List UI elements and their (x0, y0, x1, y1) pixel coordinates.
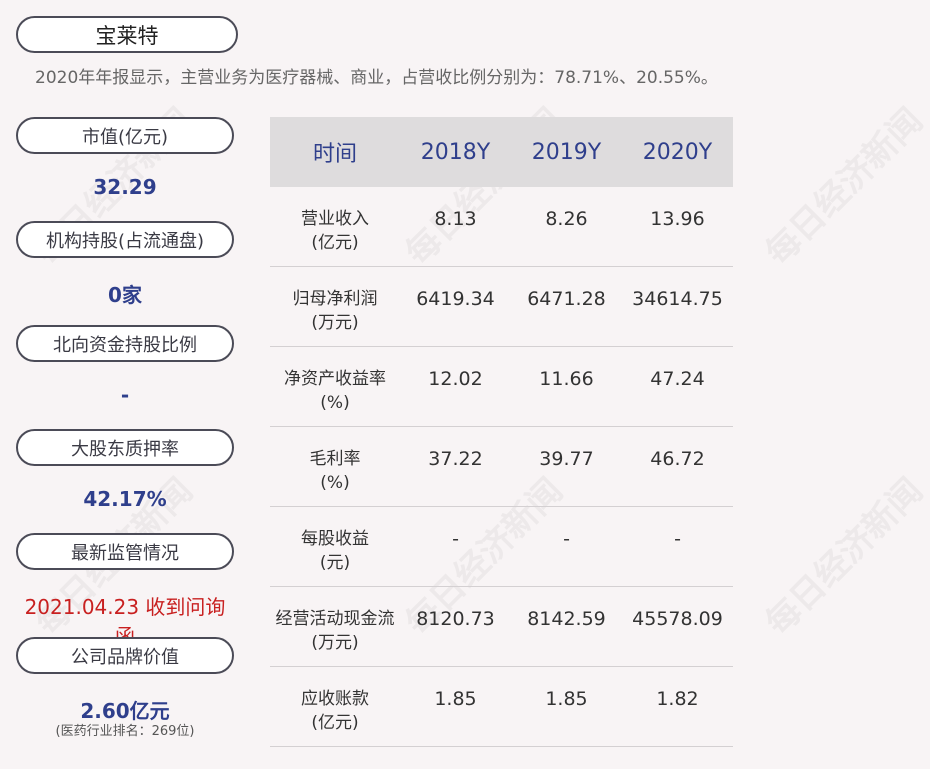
table-row: 应收账款 (亿元) 1.85 1.85 1.82 (270, 667, 733, 747)
table-row: 毛利率 (%) 37.22 39.77 46.72 (270, 427, 733, 507)
table-cell: 11.66 (539, 368, 594, 390)
header-time: 时间 (312, 142, 357, 167)
row-label-unit: (元) (319, 553, 351, 573)
table-cell: 6471.28 (527, 288, 606, 310)
row-label-main: 应收账款 (301, 689, 369, 709)
company-name-badge: 宝莱特 (16, 16, 238, 53)
row-label: 归母净利润 (万元) (270, 267, 400, 335)
row-label: 营业收入 (亿元) (270, 187, 400, 255)
header-year: 2018Y (420, 139, 491, 165)
table-header: 时间 2018Y 2019Y 2020Y (270, 117, 733, 187)
metric-value-northbound: - (120, 383, 130, 407)
row-label-unit: (亿元) (311, 233, 359, 253)
row-label-unit: (万元) (311, 313, 359, 333)
row-label-main: 毛利率 (309, 449, 361, 469)
header-year: 2019Y (531, 139, 602, 165)
row-label-main: 每股收益 (301, 529, 369, 549)
row-label-main: 经营活动现金流 (275, 609, 395, 629)
metric-label-regulation: 最新监管情况 (16, 533, 234, 570)
metric-label-brand-value: 公司品牌价值 (16, 637, 234, 674)
table-cell: 1.85 (434, 688, 477, 710)
table-cell: 47.24 (650, 368, 705, 390)
row-label: 每股收益 (元) (270, 507, 400, 575)
metric-value-pledge-rate: 42.17% (83, 487, 167, 511)
table-cell: 45578.09 (632, 608, 723, 630)
metric-label-pledge-rate: 大股东质押率 (16, 429, 234, 466)
metric-value-brand-value: 2.60亿元 (80, 699, 170, 723)
table-cell: 8142.59 (527, 608, 606, 630)
row-label-unit: (亿元) (311, 713, 359, 733)
row-label-unit: (%) (320, 393, 350, 413)
row-label: 应收账款 (亿元) (270, 667, 400, 735)
table-cell: 1.85 (545, 688, 588, 710)
table-row: 经营活动现金流 (万元) 8120.73 8142.59 45578.09 (270, 587, 733, 667)
watermark-text: 每日经济新闻 (758, 470, 930, 644)
row-label-main: 营业收入 (301, 209, 369, 229)
row-label: 经营活动现金流 (万元) (270, 587, 400, 655)
financial-table: 时间 2018Y 2019Y 2020Y 营业收入 (亿元) 8.13 8.26 13.… (270, 117, 733, 747)
table-cell: - (452, 528, 459, 550)
header-year: 2020Y (642, 139, 713, 165)
table-cell: - (674, 528, 681, 550)
row-label-main: 净资产收益率 (284, 369, 386, 389)
row-label: 净资产收益率 (%) (270, 347, 400, 415)
table-cell: 46.72 (650, 448, 705, 470)
table-cell: 37.22 (428, 448, 483, 470)
business-summary: 2020年年报显示，主营业务为医疗器械、商业，占营收比例分别为：78.71%、2… (35, 68, 718, 88)
watermark-text: 每日经济新闻 (758, 100, 930, 274)
metric-label-institutional: 机构持股(占流通盘) (16, 221, 234, 258)
table-row: 每股收益 (元) - - - (270, 507, 733, 587)
row-label-main: 归母净利润 (292, 289, 378, 309)
metric-label-northbound: 北向资金持股比例 (16, 325, 234, 362)
table-cell: 39.77 (539, 448, 594, 470)
table-row: 归母净利润 (万元) 6419.34 6471.28 34614.75 (270, 267, 733, 347)
table-cell: 12.02 (428, 368, 483, 390)
row-label: 毛利率 (%) (270, 427, 400, 495)
table-cell: 13.96 (650, 208, 705, 230)
table-row: 净资产收益率 (%) 12.02 11.66 47.24 (270, 347, 733, 427)
table-row: 营业收入 (亿元) 8.13 8.26 13.96 (270, 187, 733, 267)
table-cell: 8120.73 (416, 608, 495, 630)
table-cell: 8.13 (434, 208, 477, 230)
table-cell: 6419.34 (416, 288, 495, 310)
metric-label-market-cap: 市值(亿元) (16, 117, 234, 154)
row-label-unit: (%) (320, 473, 350, 493)
row-label-unit: (万元) (311, 633, 359, 653)
table-cell: 1.82 (656, 688, 699, 710)
metric-value-institutional: 0家 (108, 283, 142, 307)
metric-note-brand-rank: (医药行业排名：269位) (55, 724, 195, 739)
table-cell: 34614.75 (632, 288, 723, 310)
metric-value-market-cap: 32.29 (93, 175, 157, 199)
table-cell: - (563, 528, 570, 550)
table-cell: 8.26 (545, 208, 588, 230)
